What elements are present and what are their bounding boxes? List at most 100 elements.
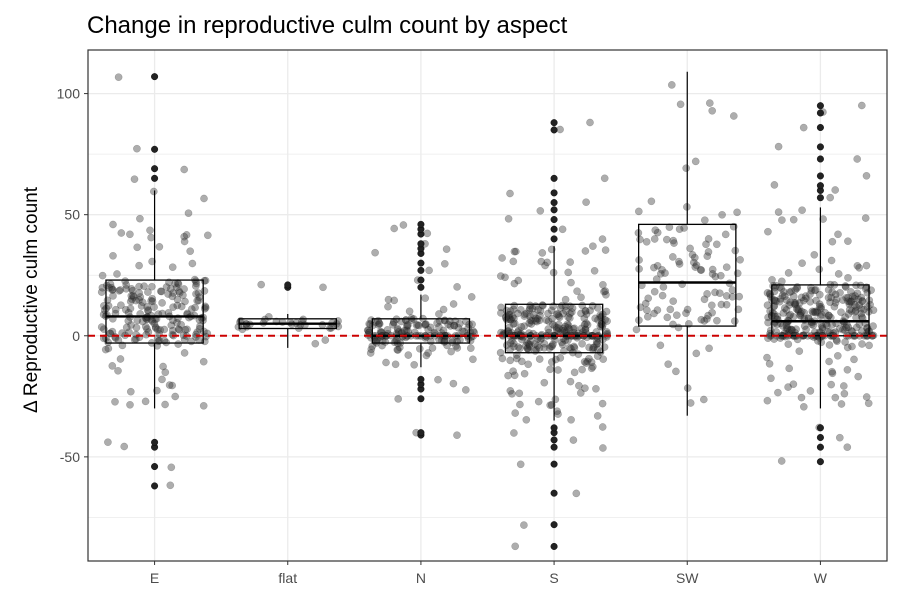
data-point bbox=[583, 320, 592, 329]
data-point bbox=[712, 240, 721, 249]
data-point bbox=[366, 349, 375, 357]
data-point bbox=[729, 112, 738, 120]
data-point bbox=[191, 282, 200, 290]
data-point bbox=[363, 326, 372, 335]
data-point bbox=[774, 142, 783, 151]
data-point bbox=[539, 301, 547, 310]
data-point bbox=[442, 245, 451, 254]
data-point bbox=[658, 265, 666, 274]
data-point bbox=[825, 357, 833, 366]
data-point bbox=[547, 306, 556, 315]
data-point bbox=[787, 325, 796, 334]
outlier-point bbox=[550, 521, 558, 529]
data-point bbox=[797, 307, 806, 316]
data-point bbox=[383, 325, 392, 334]
data-point bbox=[847, 298, 856, 306]
outlier-point bbox=[417, 266, 425, 274]
data-point bbox=[171, 392, 180, 401]
data-point bbox=[200, 327, 208, 336]
data-point bbox=[852, 303, 861, 311]
data-point bbox=[722, 300, 731, 309]
data-point bbox=[800, 322, 809, 330]
data-point bbox=[126, 304, 135, 313]
data-point bbox=[661, 269, 669, 277]
data-point bbox=[717, 300, 726, 309]
data-point bbox=[166, 284, 175, 293]
data-point bbox=[589, 343, 597, 352]
data-point bbox=[507, 315, 515, 324]
data-point bbox=[374, 321, 383, 329]
data-point bbox=[730, 317, 739, 325]
data-point bbox=[402, 326, 411, 335]
data-point bbox=[766, 326, 775, 335]
data-point bbox=[599, 355, 608, 364]
outlier-point bbox=[151, 463, 159, 471]
data-point bbox=[111, 305, 120, 314]
data-point bbox=[855, 263, 864, 272]
data-point bbox=[777, 457, 786, 465]
data-point bbox=[590, 343, 598, 352]
data-point bbox=[664, 360, 673, 369]
data-point bbox=[426, 323, 435, 332]
data-point bbox=[129, 293, 138, 301]
data-point bbox=[845, 300, 854, 309]
data-point bbox=[599, 280, 607, 289]
data-point bbox=[844, 310, 853, 318]
data-point bbox=[193, 296, 202, 305]
data-point bbox=[806, 297, 815, 306]
data-point bbox=[453, 431, 461, 440]
data-point bbox=[506, 356, 515, 365]
data-point bbox=[590, 266, 599, 275]
data-point bbox=[675, 225, 684, 234]
data-point bbox=[502, 306, 511, 315]
data-point bbox=[704, 248, 713, 256]
data-point bbox=[844, 273, 852, 282]
data-point bbox=[534, 305, 542, 314]
data-point bbox=[653, 228, 662, 237]
data-point bbox=[827, 293, 836, 302]
data-point bbox=[128, 295, 136, 304]
data-point bbox=[774, 388, 782, 397]
data-point bbox=[686, 244, 694, 253]
data-point bbox=[522, 309, 531, 318]
data-point bbox=[824, 286, 833, 294]
data-point bbox=[496, 348, 505, 357]
data-point bbox=[415, 344, 424, 353]
data-point bbox=[136, 293, 145, 301]
data-point bbox=[156, 326, 165, 334]
data-point bbox=[393, 324, 402, 333]
data-point bbox=[444, 320, 453, 329]
data-point bbox=[798, 206, 806, 215]
data-point bbox=[526, 312, 534, 321]
data-point bbox=[510, 342, 518, 351]
data-point bbox=[690, 253, 699, 262]
data-point bbox=[561, 295, 570, 304]
data-point bbox=[779, 309, 788, 317]
data-point bbox=[524, 346, 533, 354]
data-point bbox=[787, 287, 796, 296]
data-point bbox=[174, 279, 182, 287]
data-point bbox=[844, 294, 852, 302]
data-point bbox=[177, 302, 186, 311]
data-point bbox=[132, 296, 140, 305]
data-point bbox=[772, 281, 780, 290]
data-point bbox=[135, 296, 143, 304]
data-point bbox=[450, 321, 459, 330]
data-point bbox=[665, 223, 674, 232]
data-point bbox=[104, 438, 112, 447]
data-point bbox=[843, 365, 852, 374]
outlier-point bbox=[151, 165, 159, 173]
data-point bbox=[175, 325, 184, 334]
data-point bbox=[837, 308, 845, 317]
data-point bbox=[109, 292, 117, 300]
data-point bbox=[159, 362, 167, 371]
data-point bbox=[691, 157, 700, 166]
data-point bbox=[108, 327, 117, 336]
data-point bbox=[554, 324, 563, 333]
data-point bbox=[153, 334, 162, 343]
data-point bbox=[715, 289, 724, 298]
data-point bbox=[782, 306, 791, 314]
data-point bbox=[587, 364, 596, 373]
data-point bbox=[120, 442, 129, 451]
data-point bbox=[169, 289, 177, 297]
